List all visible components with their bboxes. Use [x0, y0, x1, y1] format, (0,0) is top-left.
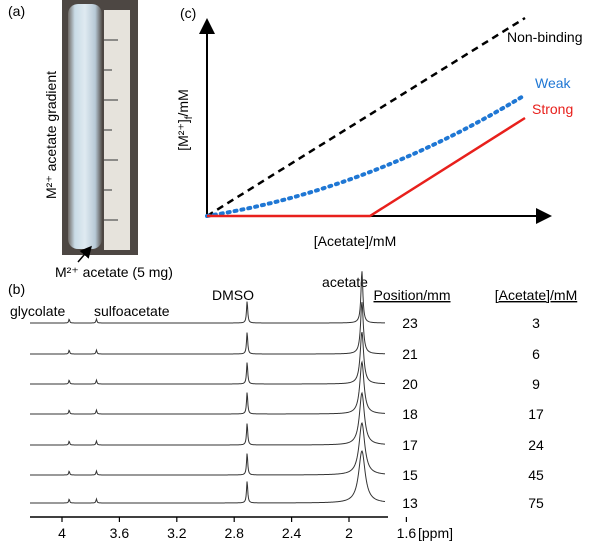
peak-label: acetate	[322, 274, 368, 290]
schematic-line	[207, 116, 526, 218]
table-cell: 75	[528, 495, 544, 511]
table-cell: 6	[532, 346, 540, 362]
table-cell: 13	[402, 495, 418, 511]
spectrum	[30, 302, 386, 355]
table-cell: 15	[402, 467, 418, 483]
y-axis-label: [M²⁺]f/mM	[175, 89, 195, 151]
y-label-part: /mM	[175, 89, 191, 116]
x-tick-label: 2.8	[224, 525, 244, 541]
table-cell: 24	[528, 437, 544, 453]
table-cell: 3	[532, 315, 540, 331]
panel-label: (c)	[180, 5, 196, 21]
table-cell: 21	[402, 346, 418, 362]
x-axis-label: [Acetate]/mM	[314, 233, 396, 249]
arrow	[77, 245, 92, 263]
x-tick-label: 3.6	[110, 525, 130, 541]
table-cell: 23	[402, 315, 418, 331]
panel-label: (a)	[8, 3, 25, 19]
side-text: M²⁺ acetate gradient	[43, 71, 59, 199]
x-tick-label: 1.6	[397, 525, 417, 541]
x-tick-label: 2	[345, 525, 353, 541]
y-label-part: [M²⁺]	[175, 119, 191, 151]
spectrum	[30, 360, 386, 415]
bottom-text: M²⁺ acetate (5 mg)	[55, 264, 173, 280]
peak-label: sulfoacetate	[94, 303, 170, 319]
peak-label: glycolate	[10, 303, 65, 319]
table-cell: 45	[528, 467, 544, 483]
line-label: Non-binding	[507, 29, 583, 45]
table-cell: 17	[402, 437, 418, 453]
ruler-ticks	[104, 39, 118, 221]
x-unit: [ppm]	[418, 525, 453, 541]
spectrum	[30, 331, 386, 385]
schematic-line	[205, 93, 527, 218]
peak-label: DMSO	[212, 287, 254, 303]
table-cell: 18	[402, 406, 418, 422]
y-label-sub: f	[184, 116, 195, 119]
table-cell: 17	[528, 406, 544, 422]
spectrum	[30, 421, 386, 476]
spectrum	[30, 271, 385, 324]
table-cell: 9	[532, 376, 540, 392]
table-cell: 20	[402, 376, 418, 392]
table-header: [Acetate]/mM	[495, 287, 577, 303]
panel-label: (b)	[8, 281, 25, 297]
spectrum	[30, 391, 386, 446]
x-tick-label: 2.4	[282, 525, 302, 541]
line-label: Strong	[532, 101, 573, 117]
table-header: Position/mm	[373, 287, 450, 303]
schematic-line	[206, 16, 526, 218]
spectrum	[30, 450, 386, 504]
x-tick-label: 3.2	[167, 525, 187, 541]
tube	[68, 4, 102, 249]
line-label: Weak	[535, 75, 572, 91]
x-tick-label: 4	[58, 525, 66, 541]
